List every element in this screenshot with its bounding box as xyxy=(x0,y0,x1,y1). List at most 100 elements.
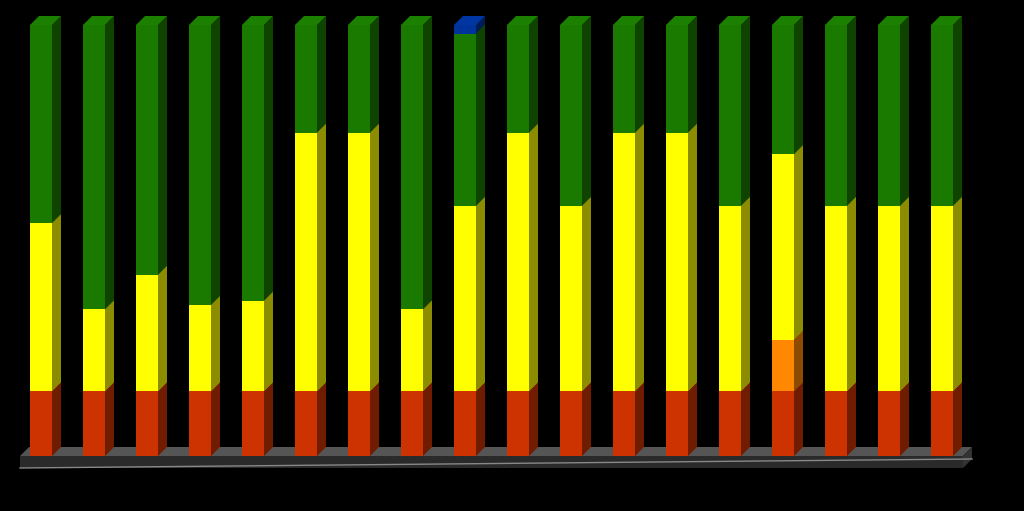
Polygon shape xyxy=(348,124,379,133)
Polygon shape xyxy=(560,25,582,206)
Polygon shape xyxy=(931,391,953,456)
Polygon shape xyxy=(454,206,476,391)
Polygon shape xyxy=(825,25,847,206)
Polygon shape xyxy=(242,301,264,391)
Polygon shape xyxy=(317,124,326,391)
Polygon shape xyxy=(189,25,211,305)
Polygon shape xyxy=(30,25,52,223)
Polygon shape xyxy=(454,197,485,206)
Polygon shape xyxy=(242,25,264,301)
Polygon shape xyxy=(878,382,909,391)
Polygon shape xyxy=(370,124,379,391)
Polygon shape xyxy=(582,16,591,206)
Polygon shape xyxy=(741,197,750,391)
Polygon shape xyxy=(719,197,750,206)
Polygon shape xyxy=(560,197,591,206)
Polygon shape xyxy=(931,206,953,391)
Polygon shape xyxy=(401,25,423,310)
Polygon shape xyxy=(794,145,803,340)
Polygon shape xyxy=(30,16,61,25)
Polygon shape xyxy=(741,382,750,456)
Polygon shape xyxy=(401,300,432,310)
Polygon shape xyxy=(847,16,856,206)
Polygon shape xyxy=(825,206,847,391)
Polygon shape xyxy=(454,34,476,206)
Polygon shape xyxy=(136,382,167,391)
Polygon shape xyxy=(688,124,697,391)
Polygon shape xyxy=(847,382,856,456)
Polygon shape xyxy=(900,16,909,206)
Polygon shape xyxy=(666,25,688,133)
Polygon shape xyxy=(582,197,591,391)
Polygon shape xyxy=(105,300,114,391)
Polygon shape xyxy=(454,391,476,456)
Polygon shape xyxy=(242,16,273,25)
Polygon shape xyxy=(189,382,220,391)
Polygon shape xyxy=(507,25,529,133)
Polygon shape xyxy=(931,197,962,206)
Polygon shape xyxy=(30,382,61,391)
Polygon shape xyxy=(688,382,697,456)
Polygon shape xyxy=(242,382,273,391)
Polygon shape xyxy=(613,16,644,25)
Polygon shape xyxy=(348,391,370,456)
Polygon shape xyxy=(794,382,803,456)
Polygon shape xyxy=(772,25,794,154)
Polygon shape xyxy=(30,391,52,456)
Polygon shape xyxy=(507,133,529,391)
Polygon shape xyxy=(666,382,697,391)
Polygon shape xyxy=(900,197,909,391)
Polygon shape xyxy=(560,16,591,25)
Polygon shape xyxy=(158,382,167,456)
Polygon shape xyxy=(666,124,697,133)
Polygon shape xyxy=(772,331,803,340)
Polygon shape xyxy=(423,300,432,391)
Polygon shape xyxy=(719,382,750,391)
Polygon shape xyxy=(953,197,962,391)
Polygon shape xyxy=(423,16,432,310)
Polygon shape xyxy=(189,16,220,25)
Polygon shape xyxy=(83,382,114,391)
Polygon shape xyxy=(741,16,750,206)
Polygon shape xyxy=(295,133,317,391)
Polygon shape xyxy=(211,296,220,391)
Polygon shape xyxy=(507,391,529,456)
Polygon shape xyxy=(560,206,582,391)
Polygon shape xyxy=(582,382,591,456)
Polygon shape xyxy=(878,391,900,456)
Polygon shape xyxy=(83,391,105,456)
Polygon shape xyxy=(423,382,432,456)
Polygon shape xyxy=(401,391,423,456)
Polygon shape xyxy=(560,391,582,456)
Polygon shape xyxy=(772,391,794,456)
Polygon shape xyxy=(189,305,211,391)
Polygon shape xyxy=(507,124,538,133)
Polygon shape xyxy=(52,214,61,391)
Polygon shape xyxy=(211,382,220,456)
Polygon shape xyxy=(931,382,962,391)
Polygon shape xyxy=(105,382,114,456)
Polygon shape xyxy=(635,382,644,456)
Polygon shape xyxy=(772,145,803,154)
Polygon shape xyxy=(136,275,158,391)
Polygon shape xyxy=(666,16,697,25)
Polygon shape xyxy=(666,391,688,456)
Polygon shape xyxy=(613,382,644,391)
Polygon shape xyxy=(401,382,432,391)
Polygon shape xyxy=(794,16,803,154)
Polygon shape xyxy=(83,16,114,25)
Polygon shape xyxy=(295,124,326,133)
Polygon shape xyxy=(136,391,158,456)
Polygon shape xyxy=(900,382,909,456)
Polygon shape xyxy=(158,266,167,391)
Polygon shape xyxy=(264,16,273,301)
Polygon shape xyxy=(719,206,741,391)
Polygon shape xyxy=(264,292,273,391)
Polygon shape xyxy=(794,331,803,391)
Polygon shape xyxy=(454,16,485,25)
Polygon shape xyxy=(476,197,485,391)
Polygon shape xyxy=(878,16,909,25)
Polygon shape xyxy=(613,391,635,456)
Polygon shape xyxy=(507,16,538,25)
Polygon shape xyxy=(348,25,370,133)
